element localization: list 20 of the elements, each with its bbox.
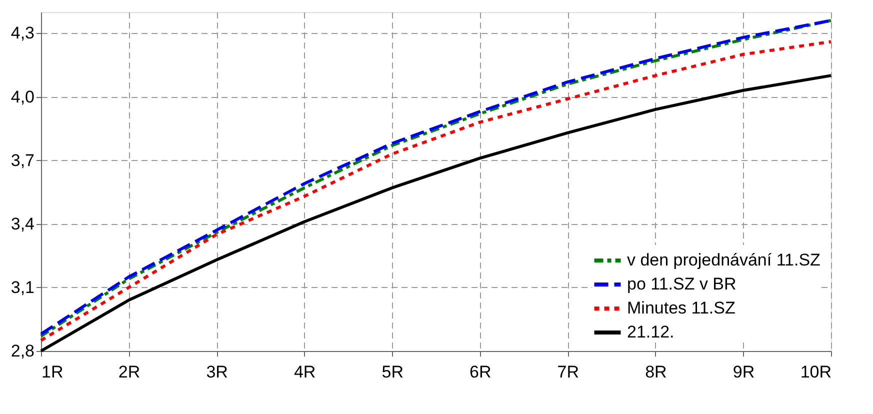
y-tick-label: 3,4 [10, 214, 34, 234]
x-tick-label: 7R [557, 362, 580, 382]
y-tick-label: 4,3 [10, 24, 34, 43]
legend-label: po 11.SZ v BR [627, 274, 736, 294]
x-tick-label: 3R [206, 362, 228, 382]
x-tick-label: 5R [382, 362, 404, 382]
x-tick-label: 4R [294, 362, 316, 382]
x-tick-label: 9R [732, 362, 755, 382]
legend-label: v den projednávání 11.SZ [627, 250, 820, 270]
y-tick-label: 2,8 [10, 342, 34, 360]
y-tick-label: 3,7 [10, 150, 34, 170]
x-tick-label: 6R [470, 362, 492, 382]
y-tick-label: 4,0 [10, 87, 34, 106]
x-tick-label: 1R [42, 362, 64, 382]
x-tick-label: 2R [118, 362, 140, 382]
legend-label: 21.12. [627, 322, 674, 342]
y-tick-label: 3,1 [10, 278, 34, 297]
x-tick-label: 8R [645, 362, 667, 382]
x-tick-label: 10R [800, 362, 832, 382]
legend-label: Minutes 11.SZ [627, 298, 736, 318]
